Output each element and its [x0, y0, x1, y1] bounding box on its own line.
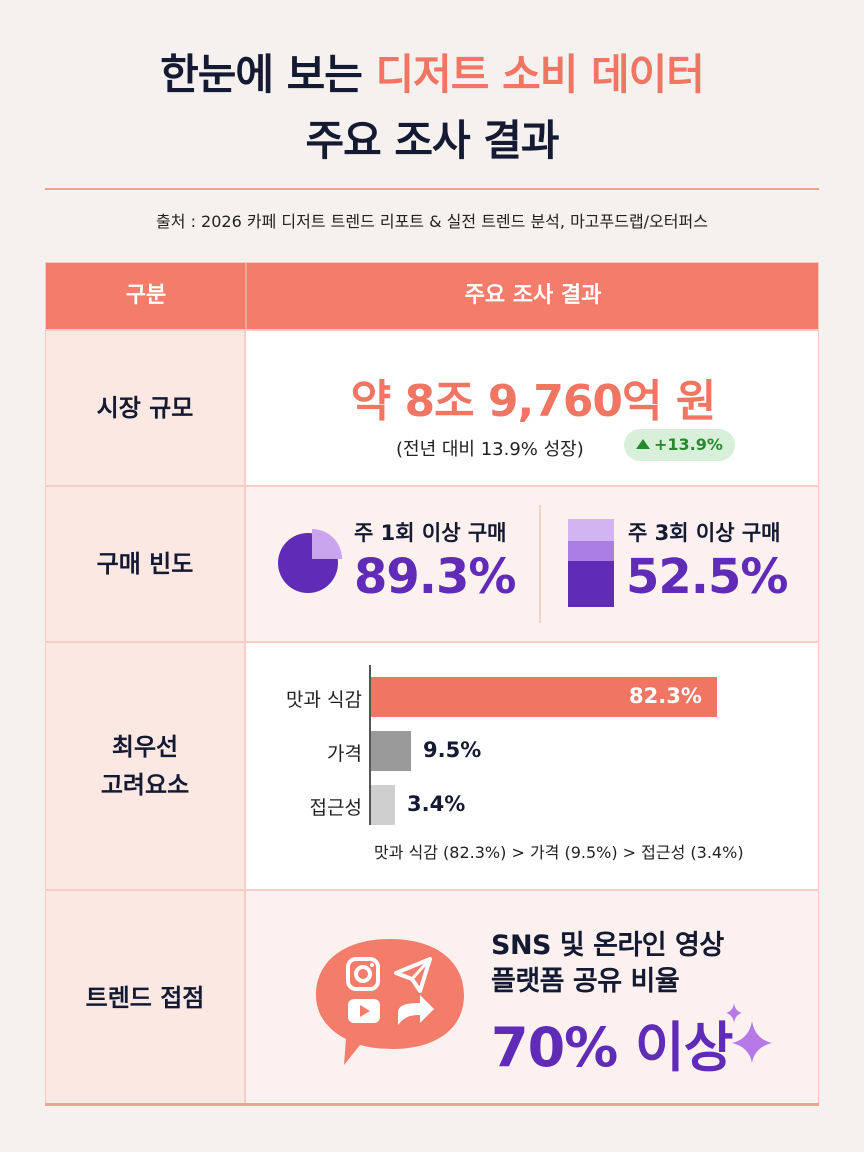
- row-content: SNS 및 온라인 영상 플랫폼 공유 비율 70% 이상: [246, 891, 818, 1103]
- up-arrow-icon: [636, 439, 650, 449]
- pie-chart-icon: [278, 529, 342, 593]
- results-table: 구분 주요 조사 결과 시장 규모 약 8조 9,760억 원 (전년 대비 1…: [45, 262, 819, 1104]
- send-icon: [394, 957, 432, 993]
- trend-line2: 플랫폼 공유 비율: [491, 966, 680, 997]
- row-label: 구매 빈도: [46, 487, 246, 641]
- bar: [371, 785, 395, 825]
- table-header: 구분 주요 조사 결과: [46, 263, 818, 329]
- row-label-line2: 고려요소: [100, 771, 190, 799]
- header-divider: [245, 263, 247, 329]
- instagram-icon: [346, 957, 380, 991]
- bar-value: 82.3%: [629, 684, 702, 708]
- bar: [371, 731, 411, 771]
- page-title-line1: 한눈에 보는 디저트 소비 데이터: [0, 46, 864, 104]
- sparkle-icon: [726, 1003, 772, 1063]
- divider: [539, 505, 541, 623]
- weekly3-value: 52.5%: [626, 549, 789, 605]
- page-title-line2: 주요 조사 결과: [305, 116, 559, 165]
- bar-label: 가격: [327, 743, 362, 765]
- row-trend: 트렌드 접점: [46, 889, 818, 1103]
- social-bubble-icon: [316, 939, 464, 1065]
- youtube-icon: [348, 999, 380, 1023]
- title-part-dark: 한눈에 보는: [160, 50, 376, 99]
- row-frequency: 구매 빈도 주 1회 이상 구매 89.3% 주 3회 이상 구매 52.5%: [46, 485, 818, 641]
- source-text: 출처 : 2026 카페 디저트 트렌드 리포트 & 실전 트렌드 분석, 마고…: [156, 212, 708, 231]
- header-col-category: 구분: [125, 283, 167, 308]
- divider: [45, 1103, 819, 1106]
- row-content: 맛과 식감 82.3% 가격 9.5% 접근성 3.4% 맛과 식감 (82.3%) > …: [246, 643, 818, 889]
- row-content: 약 8조 9,760억 원 (전년 대비 13.9% 성장) +13.9%: [246, 331, 818, 485]
- bar-value: 9.5%: [423, 738, 482, 762]
- bar-label: 맛과 식감: [286, 689, 362, 711]
- trend-value: 70% 이상: [491, 1016, 733, 1079]
- header-col-results: 주요 조사 결과: [464, 283, 602, 308]
- growth-badge: +13.9%: [624, 429, 735, 461]
- row-label: 트렌드 접점: [46, 891, 246, 1103]
- bar-value: 3.4%: [407, 792, 466, 816]
- market-growth-text: (전년 대비 13.9% 성장): [396, 439, 584, 460]
- row-label-line1: 최우선: [111, 733, 179, 761]
- trend-line1: SNS 및 온라인 영상: [491, 930, 724, 961]
- row-market-size: 시장 규모 약 8조 9,760억 원 (전년 대비 13.9% 성장) +13…: [46, 329, 818, 485]
- share-icon: [398, 995, 434, 1025]
- stacked-bar-icon: [568, 519, 614, 607]
- weekly3-label: 주 3회 이상 구매: [628, 521, 781, 545]
- bar-label: 접근성: [309, 797, 362, 819]
- bar: [371, 677, 717, 717]
- row-content: 주 1회 이상 구매 89.3% 주 3회 이상 구매 52.5%: [246, 487, 818, 641]
- title-part-accent: 디저트 소비 데이터: [375, 50, 705, 99]
- divider: [45, 188, 819, 190]
- factors-summary: 맛과 식감 (82.3%) > 가격 (9.5%) > 접근성 (3.4%): [374, 843, 744, 862]
- chart-axis: [369, 665, 371, 825]
- weekly1-label: 주 1회 이상 구매: [354, 521, 507, 545]
- weekly1-value: 89.3%: [354, 549, 517, 605]
- growth-badge-text: +13.9%: [654, 435, 723, 454]
- market-value: 약 8조 9,760억 원: [350, 376, 717, 427]
- row-label: 시장 규모: [46, 331, 246, 485]
